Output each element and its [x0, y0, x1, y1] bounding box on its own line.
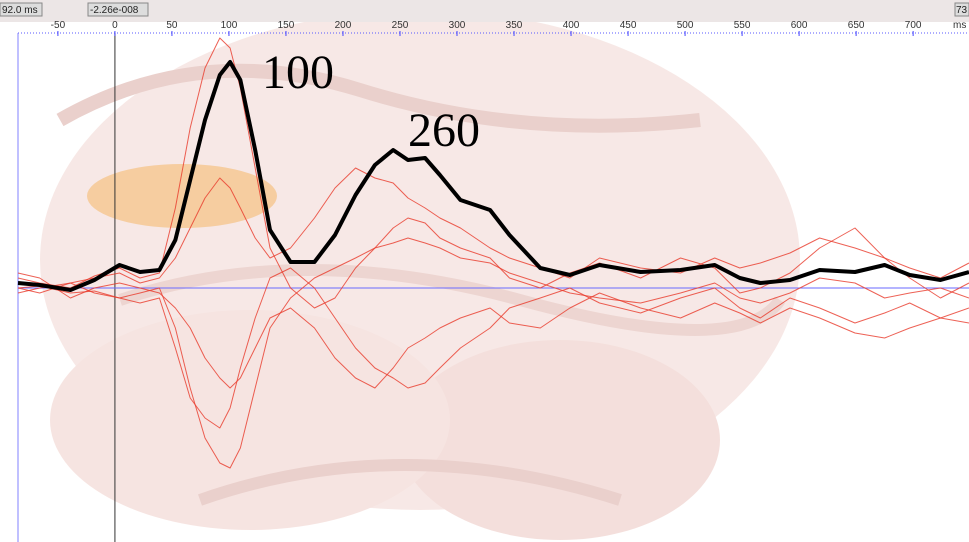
status-left: 92.0 ms [2, 5, 38, 16]
annotation: 260 [408, 104, 480, 157]
x-tick-label: 300 [449, 20, 466, 31]
x-tick-label: 550 [734, 20, 751, 31]
x-tick-label: 400 [563, 20, 580, 31]
x-tick-label: 50 [166, 20, 178, 31]
x-tick-label: 600 [791, 20, 808, 31]
x-tick-label: 450 [620, 20, 637, 31]
status-right: 73 [956, 5, 968, 16]
x-unit: ms [953, 20, 966, 31]
chart: 92.0 ms -2.26e-008 73 ms 100 260 -50 0 50 1… [0, 0, 969, 542]
x-tick-label: 500 [677, 20, 694, 31]
annotation: 100 [262, 46, 334, 99]
x-tick-label: 0 [112, 20, 118, 31]
status-value: -2.26e-008 [90, 5, 139, 16]
brain-image [40, 10, 800, 540]
x-tick-label: 150 [278, 20, 295, 31]
x-tick-label: 200 [335, 20, 352, 31]
x-tick-label: 700 [905, 20, 922, 31]
x-tick-label: 100 [221, 20, 238, 31]
x-tick-label: 250 [392, 20, 409, 31]
x-tick-label: 350 [506, 20, 523, 31]
x-tick-label: 650 [848, 20, 865, 31]
x-tick-label: -50 [51, 20, 66, 31]
